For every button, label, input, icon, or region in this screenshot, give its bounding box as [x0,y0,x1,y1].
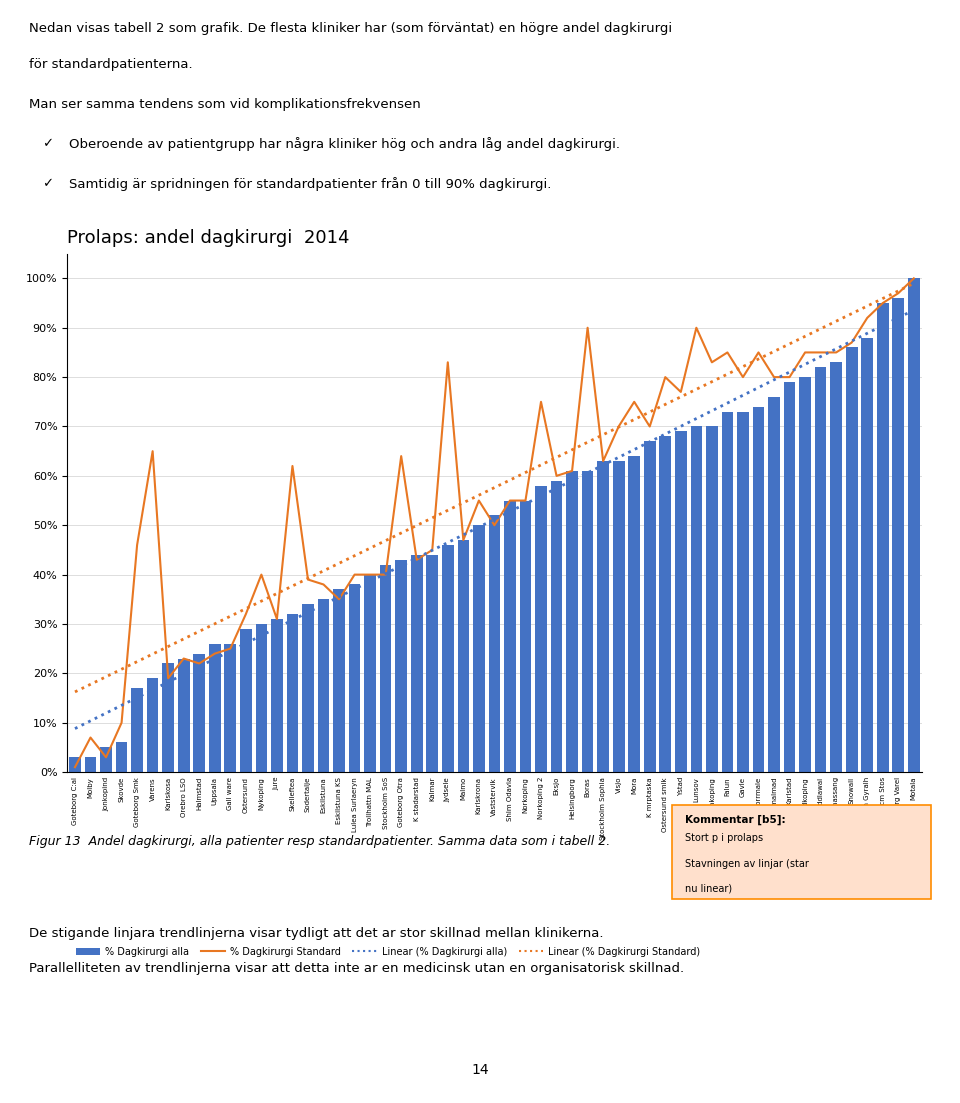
Bar [364,575,376,772]
Bar [566,471,578,772]
Bar [908,278,920,772]
Bar [209,644,221,772]
Bar [287,614,299,772]
Bar [333,589,345,772]
Bar [489,515,500,772]
Bar [660,437,671,772]
Bar [597,461,609,772]
Bar [519,501,531,772]
Bar [132,688,143,772]
FancyBboxPatch shape [672,805,931,899]
Bar [706,427,718,772]
Bar [458,540,469,772]
Text: Oberoende av patientgrupp har några kliniker hög och andra låg andel dagkirurgi.: Oberoende av patientgrupp har några klin… [69,137,620,151]
Bar [893,298,904,772]
Text: Man ser samma tendens som vid komplikationsfrekvensen: Man ser samma tendens som vid komplikati… [29,97,420,110]
Text: Kommentar [b5]:: Kommentar [b5]: [685,814,785,825]
Bar [629,457,640,772]
Text: Figur 13  Andel dagkirurgi, alla patienter resp standardpatienter. Samma data so: Figur 13 Andel dagkirurgi, alla patiente… [29,835,610,848]
Bar [846,347,857,772]
Bar [271,619,283,772]
Bar [504,501,516,772]
Text: De stigande linjara trendlinjerna visar tydligt att det ar stor skillnad mellan : De stigande linjara trendlinjerna visar … [29,927,603,940]
Bar [442,545,454,772]
Text: nu linear): nu linear) [685,884,732,893]
Bar [551,481,563,772]
Bar [380,565,392,772]
Text: Prolaps: andel dagkirurgi  2014: Prolaps: andel dagkirurgi 2014 [67,228,349,247]
Text: Nedan visas tabell 2 som grafik. De flesta kliniker har (som förväntat) en högre: Nedan visas tabell 2 som grafik. De fles… [29,22,672,35]
Bar [240,629,252,772]
Text: ✓: ✓ [42,137,54,150]
Bar [318,599,329,772]
Bar [582,471,593,772]
Text: Parallelliteten av trendlinjerna visar att detta inte ar en medicinsk utan en or: Parallelliteten av trendlinjerna visar a… [29,962,684,975]
Bar [861,338,873,772]
Bar [722,411,733,772]
Bar [302,604,314,772]
Text: 14: 14 [471,1063,489,1077]
Bar [675,431,686,772]
Text: Stavningen av linjar (star: Stavningen av linjar (star [685,858,809,869]
Bar [800,377,811,772]
Bar [768,397,780,772]
Bar [178,658,189,772]
Bar [737,411,749,772]
Bar [396,560,407,772]
Bar [100,748,112,772]
Text: för standardpatienterna.: för standardpatienterna. [29,57,192,71]
Bar [225,644,236,772]
Bar [193,654,205,772]
Bar [830,362,842,772]
Bar [84,758,96,772]
Bar [612,461,625,772]
Bar [690,427,702,772]
Text: Samtidig är spridningen för standardpatienter från 0 till 90% dagkirurgi.: Samtidig är spridningen för standardpati… [69,176,552,191]
Bar [876,303,889,772]
Bar [348,585,360,772]
Bar [162,664,174,772]
Legend: % Dagkirurgi alla, % Dagkirurgi Standard, Linear (% Dagkirurgi alla), Linear (% : % Dagkirurgi alla, % Dagkirurgi Standard… [72,943,704,961]
Bar [473,525,485,772]
Bar [426,555,438,772]
Bar [69,758,81,772]
Bar [116,742,128,772]
Bar [411,555,422,772]
Bar [815,367,827,772]
Bar [783,382,796,772]
Text: Stort p i prolaps: Stort p i prolaps [685,834,763,844]
Bar [255,624,267,772]
Bar [753,407,764,772]
Bar [535,485,547,772]
Bar [147,678,158,772]
Bar [644,441,656,772]
Text: ✓: ✓ [42,176,54,190]
